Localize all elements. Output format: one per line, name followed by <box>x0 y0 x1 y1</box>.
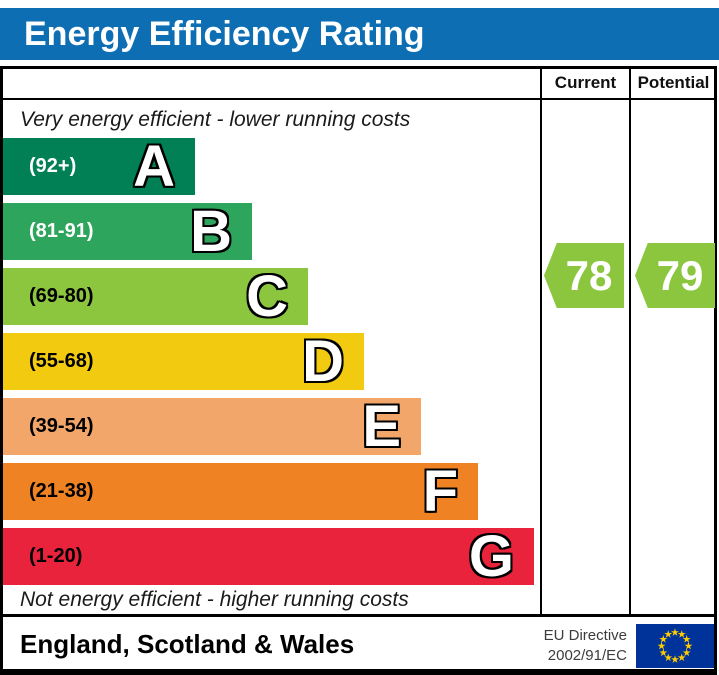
eu-flag-icon <box>636 624 714 668</box>
band-e-letter: E <box>362 393 401 459</box>
header-row-divider <box>0 98 717 100</box>
band-c-letter: C <box>246 263 288 329</box>
band-d-range: (55-68) <box>29 350 94 372</box>
band-a-range: (92+) <box>29 155 77 177</box>
band-e-range: (39-54) <box>29 415 94 437</box>
band-c-range: (69-80) <box>29 285 94 307</box>
band-f: (21-38) F <box>3 458 478 524</box>
potential-column-header: Potential <box>637 73 710 92</box>
band-b-letter: B <box>190 198 232 264</box>
band-d-letter: D <box>302 328 344 394</box>
region-label: England, Scotland & Wales <box>20 629 355 659</box>
title-bar: Energy Efficiency Rating <box>0 8 719 60</box>
footer-row-divider <box>0 614 717 617</box>
band-b-range: (81-91) <box>29 220 94 242</box>
potential-rating-value: 79 <box>656 251 704 299</box>
band-g: (1-20) G <box>3 523 534 589</box>
eu-directive-line1: EU Directive <box>543 627 627 644</box>
band-g-range: (1-20) <box>29 545 83 567</box>
current-column-header: Current <box>554 73 617 92</box>
band-f-letter: F <box>422 458 458 524</box>
current-column-divider <box>540 66 542 617</box>
top-note: Very energy efficient - lower running co… <box>20 108 411 131</box>
eu-directive-label: EU Directive 2002/91/EC <box>470 626 627 666</box>
eu-directive-line2: 2002/91/EC <box>547 647 627 664</box>
potential-column-divider <box>629 66 631 617</box>
band-b: (81-91) B <box>3 198 252 264</box>
page-title: Energy Efficiency Rating <box>24 14 425 53</box>
current-rating-value: 78 <box>565 251 613 299</box>
band-e: (39-54) E <box>3 393 421 459</box>
band-f-range: (21-38) <box>29 480 94 502</box>
potential-rating-arrow: 79 <box>635 243 715 308</box>
current-rating-arrow: 78 <box>544 243 624 308</box>
band-d: (55-68) D <box>3 328 364 394</box>
bottom-note: Not energy efficient - higher running co… <box>20 588 409 611</box>
band-a-letter: A <box>133 133 175 199</box>
band-g-letter: G <box>468 523 514 589</box>
band-c: (69-80) C <box>3 263 308 329</box>
band-a: (92+) A <box>3 133 195 199</box>
